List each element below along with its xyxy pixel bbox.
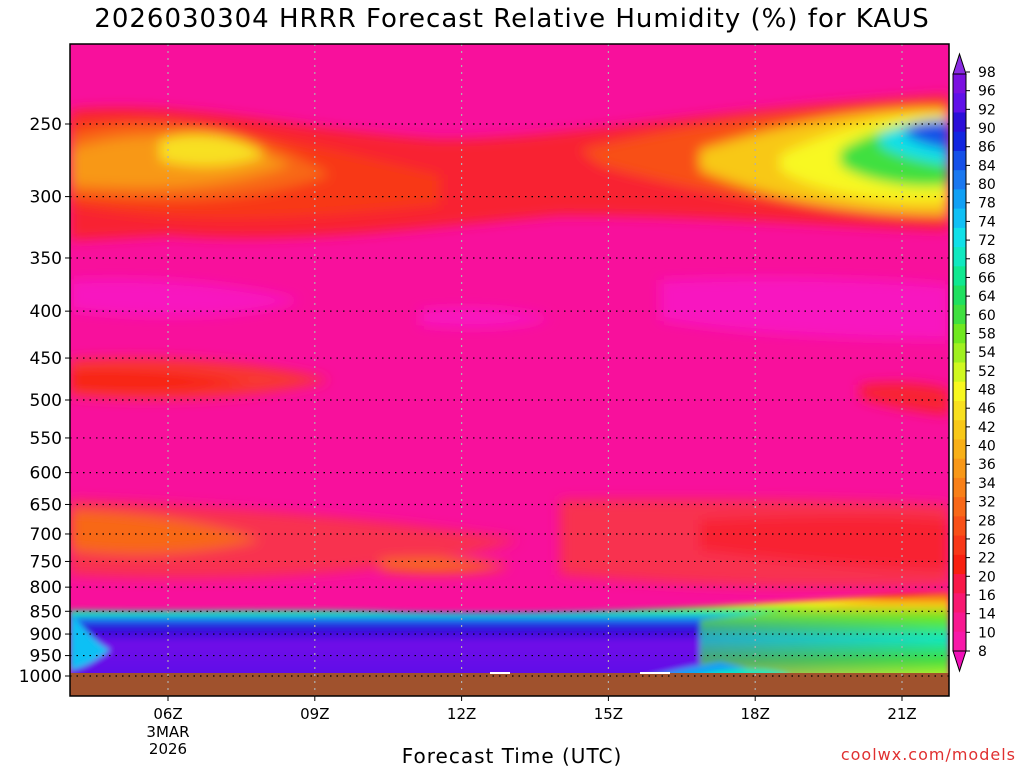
x-tick-label: 06Z <box>153 705 182 723</box>
colorbar-swatch <box>953 554 966 575</box>
colorbar-swatch <box>953 304 966 325</box>
colorbar-swatch <box>953 285 966 306</box>
y-tick-label: 500 <box>30 391 62 411</box>
colorbar-label: 28 <box>978 513 996 529</box>
y-tick-label: 600 <box>30 464 62 484</box>
colorbar-label: 54 <box>978 345 996 361</box>
y-tick-label: 850 <box>30 602 62 622</box>
colorbar-swatch <box>953 189 966 210</box>
colorbar-label: 86 <box>978 140 996 156</box>
colorbar-swatch <box>953 74 966 94</box>
colorbar-swatch <box>953 93 966 113</box>
colorbar-label: 78 <box>978 196 996 212</box>
x-tick-label: 12Z <box>447 705 476 723</box>
y-tick-label: 800 <box>30 578 62 598</box>
colorbar: 98 96 92 90 86 84 80 78 74 72 68 66 64 60 58 54 52 48 46 42… <box>952 52 996 673</box>
colorbar-label: 64 <box>978 289 996 305</box>
y-tick-label: 450 <box>30 349 62 369</box>
colorbar-label: 42 <box>978 420 996 436</box>
y-tick-label: 950 <box>30 647 62 667</box>
colorbar-label: 58 <box>978 326 996 342</box>
x-tick-label: 15Z <box>594 705 623 723</box>
colorbar-swatch <box>953 400 966 421</box>
colorbar-swatch <box>953 208 966 229</box>
y-tick-label: 750 <box>30 552 62 572</box>
ground-fill <box>70 673 949 696</box>
colorbar-swatch <box>953 439 966 460</box>
y-tick-label: 350 <box>30 249 62 269</box>
colorbar-label: 8 <box>978 644 987 660</box>
rh-field <box>70 44 949 696</box>
y-tick-label: 1000 <box>19 667 62 687</box>
colorbar-label: 98 <box>978 65 996 81</box>
colorbar-label: 48 <box>978 383 996 399</box>
plot-frame <box>69 43 950 697</box>
colorbar-label: 34 <box>978 476 996 492</box>
colorbar-max-arrow <box>952 52 967 75</box>
colorbar-label: 92 <box>978 102 996 118</box>
colorbar-label: 10 <box>978 625 996 641</box>
x-date-label: 3MAR <box>146 723 189 741</box>
y-tick-label: 300 <box>30 188 62 208</box>
colorbar-label: 22 <box>978 551 996 567</box>
colorbar-label: 80 <box>978 177 996 193</box>
colorbar-swatch <box>953 631 966 652</box>
colorbar-swatch <box>953 266 966 287</box>
colorbar-swatch <box>953 381 966 402</box>
colorbar-swatch <box>953 362 966 383</box>
colorbar-swatch <box>953 458 966 479</box>
x-tick-label: 21Z <box>887 705 916 723</box>
y-tick-label: 700 <box>30 525 62 545</box>
colorbar-swatch <box>953 324 966 344</box>
colorbar-swatch <box>953 170 966 190</box>
colorbar-label: 20 <box>978 569 996 585</box>
colorbar-swatch <box>953 574 966 594</box>
colorbar-label: 52 <box>978 364 996 380</box>
colorbar-label: 40 <box>978 439 996 455</box>
colorbar-label: 36 <box>978 457 996 473</box>
x-tick-label: 18Z <box>741 705 770 723</box>
y-tick-label: 650 <box>30 495 62 515</box>
colorbar-label: 90 <box>978 121 996 137</box>
colorbar-swatch <box>953 227 966 248</box>
colorbar-swatch <box>953 535 966 556</box>
colorbar-label: 60 <box>978 308 996 324</box>
colorbar-label: 74 <box>978 214 996 230</box>
colorbar-swatch <box>953 516 966 537</box>
x-tick-label: 09Z <box>300 705 329 723</box>
colorbar-swatch <box>953 497 966 517</box>
colorbar-label: 14 <box>978 607 996 623</box>
colorbar-swatch <box>953 593 966 614</box>
colorbar-swatch <box>953 420 966 440</box>
colorbar-label: 96 <box>978 84 996 100</box>
x-year-label: 2026 <box>149 740 187 758</box>
colorbar-label: 68 <box>978 252 996 268</box>
colorbar-label: 32 <box>978 495 996 511</box>
y-tick-label: 550 <box>30 429 62 449</box>
chart-title: 2026030304 HRRR Forecast Relative Humidi… <box>94 4 930 34</box>
colorbar-label: 16 <box>978 588 996 604</box>
colorbar-label: 46 <box>978 401 996 417</box>
y-tick-label: 250 <box>30 115 62 135</box>
colorbar-swatch <box>953 343 966 363</box>
credit-text: coolwx.com/models <box>840 745 1016 764</box>
colorbar-label: 26 <box>978 532 996 548</box>
colorbar-label: 66 <box>978 270 996 286</box>
colorbar-label: 72 <box>978 233 996 249</box>
y-tick-label: 900 <box>30 625 62 645</box>
colorbar-min-arrow <box>952 650 967 673</box>
colorbar-label: 84 <box>978 158 996 174</box>
colorbar-swatch <box>953 150 966 171</box>
y-tick-label: 400 <box>30 302 62 322</box>
colorbar-swatch <box>953 612 966 633</box>
colorbar-swatch <box>953 477 966 498</box>
colorbar-swatch <box>953 112 966 133</box>
colorbar-swatch <box>953 247 966 267</box>
colorbar-swatch <box>953 131 966 152</box>
y-axis: 250 300 350 400 450 500 550 600 650 700 750 800 850 9… <box>19 115 70 687</box>
x-axis-label: Forecast Time (UTC) <box>401 744 623 768</box>
